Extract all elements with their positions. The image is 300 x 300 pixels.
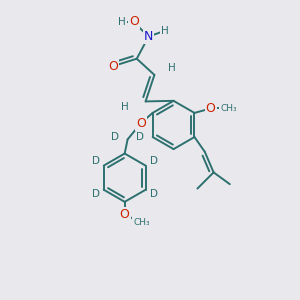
- Text: H: H: [168, 63, 176, 73]
- Text: O: O: [129, 15, 139, 28]
- Text: H: H: [121, 102, 129, 112]
- Text: D: D: [92, 190, 100, 200]
- Text: D: D: [136, 132, 145, 142]
- Text: CH₃: CH₃: [133, 218, 150, 227]
- Text: D: D: [111, 132, 119, 142]
- Text: O: O: [120, 208, 130, 221]
- Text: O: O: [108, 60, 118, 73]
- Text: D: D: [150, 156, 158, 166]
- Text: O: O: [136, 117, 146, 130]
- Text: H: H: [118, 17, 126, 27]
- Text: D: D: [92, 156, 100, 166]
- Text: O: O: [206, 102, 216, 115]
- Text: H: H: [161, 26, 169, 36]
- Text: D: D: [150, 190, 158, 200]
- Text: N: N: [144, 30, 153, 43]
- Text: CH₃: CH₃: [220, 104, 237, 113]
